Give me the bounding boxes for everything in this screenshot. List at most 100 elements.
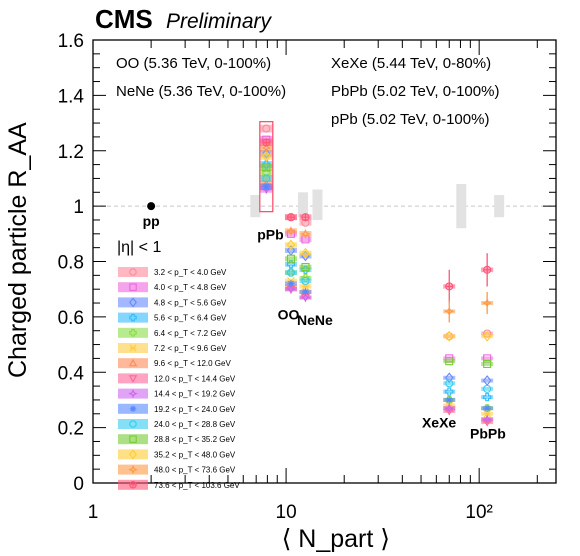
norm-box-nene (312, 189, 323, 220)
syst-band (284, 256, 297, 262)
legend-swatch (118, 373, 148, 384)
data-point (483, 354, 492, 363)
data-point (482, 414, 493, 425)
system-label-pbpb: PbPb (470, 426, 506, 442)
normalization-boxes (250, 183, 505, 229)
data-point (129, 449, 137, 460)
syst-band (260, 169, 273, 177)
system-pbpb (481, 253, 494, 427)
legend-label: 7.2 < p_T < 9.6 GeV (154, 344, 227, 353)
syst-band (299, 278, 312, 284)
y-axis-title: Charged particle R_AA (4, 122, 32, 378)
legend-label: 4.0 < p_T < 4.8 GeV (154, 283, 227, 292)
syst-band (481, 378, 494, 383)
data-point (262, 150, 271, 162)
syst-band (299, 267, 312, 273)
data-point (129, 405, 137, 412)
data-point (300, 292, 311, 303)
legend-swatch (118, 464, 148, 475)
legend-entry: 35.2 < p_T < 48.0 GeV (118, 449, 236, 460)
system-label-nene: NeNe (297, 312, 333, 328)
data-point (483, 359, 492, 368)
system-label-xexe: XeXe (422, 415, 456, 431)
legend-label: 35.2 < p_T < 48.0 GeV (154, 450, 236, 459)
data-point (261, 143, 272, 153)
syst-band (284, 228, 297, 234)
syst-band (299, 250, 312, 256)
x-tick-label: 10 (276, 502, 297, 523)
data-point (262, 183, 270, 191)
x-axis-title: ⟨ N_part ⟩ (282, 525, 390, 553)
legend-label: 19.2 < p_T < 24.0 GeV (154, 405, 236, 414)
data-point (445, 379, 454, 388)
legend-label: 48.0 < p_T < 73.6 GeV (154, 466, 236, 475)
legend-label: 12.0 < p_T < 14.4 GeV (154, 374, 236, 383)
data-point (444, 403, 455, 414)
legend-entry: 3.2 < p_T < 4.0 GeV (118, 267, 227, 277)
syst-band (260, 175, 273, 182)
syst-band (443, 375, 456, 380)
system-xexe (443, 269, 456, 416)
legend-entry: 12.0 < p_T < 14.4 GeV (118, 373, 236, 384)
annotation-oo: OO (5.36 TeV, 0-100%) (116, 55, 271, 72)
syst-band (299, 264, 312, 270)
y-tick-label: 1.4 (58, 86, 85, 107)
legend-label: 3.2 < p_T < 4.0 GeV (154, 268, 227, 277)
syst-band (299, 236, 312, 243)
legend-entry: 14.4 < p_T < 19.2 GeV (118, 388, 236, 399)
syst-band (443, 359, 456, 364)
syst-band (481, 331, 494, 336)
y-tick-label: 0.2 (58, 419, 84, 440)
data-point (129, 435, 137, 443)
legend-swatch (118, 297, 148, 308)
syst-band (284, 261, 297, 267)
legend-swatch (118, 282, 148, 293)
data-point (129, 344, 137, 352)
eta-label: |η| < 1 (117, 239, 161, 256)
data-point (129, 420, 137, 428)
legend-entry: 7.2 < p_T < 9.6 GeV (118, 343, 227, 353)
syst-band (443, 389, 456, 394)
legend-label: 4.8 < p_T < 5.6 GeV (154, 298, 227, 307)
data-point (128, 375, 138, 383)
system-ppb (259, 121, 274, 213)
syst-band (284, 287, 297, 292)
data-point (445, 387, 454, 396)
data-point (445, 396, 453, 404)
y-tick-label: 0.8 (58, 253, 84, 274)
data-point (128, 389, 138, 399)
legend-swatch (118, 327, 148, 338)
syst-band (284, 247, 297, 253)
legend-swatch (118, 312, 148, 323)
legend-label: 5.6 < p_T < 6.4 GeV (154, 314, 227, 323)
legend-entry: 4.8 < p_T < 5.6 GeV (118, 297, 227, 308)
data-point (445, 357, 454, 366)
data-point (301, 247, 310, 259)
annotation-ppb: pPb (5.02 TeV, 0-100%) (331, 111, 489, 128)
y-tick-label: 1.6 (58, 31, 84, 52)
annotation-xexe: XeXe (5.44 TeV, 0-80%) (331, 55, 491, 72)
data-point (129, 313, 137, 322)
y-tick-label: 0 (73, 474, 84, 495)
norm-box-pbpb (494, 195, 505, 218)
data-point (262, 174, 271, 183)
legend-swatch (118, 267, 148, 277)
x-tick-label: 10² (465, 502, 492, 523)
legend-swatch (118, 449, 148, 460)
data-point (286, 284, 296, 295)
legend-label: 73.6 < p_T < 103.6 GeV (154, 481, 240, 490)
legend-entry: 28.8 < p_T < 35.2 GeV (118, 434, 236, 445)
chart-axes: 0 0.2 0.4 0.6 0.8 1 1.2 1.4 1.6 1 10 10² (58, 31, 556, 523)
chart-subtitle: Preliminary (166, 10, 273, 33)
syst-band (260, 144, 273, 152)
system-oo (284, 213, 297, 295)
legend-label: 9.6 < p_T < 12.0 GeV (154, 359, 231, 368)
legend-swatch (118, 358, 148, 369)
syst-band (443, 381, 456, 386)
data-point (286, 226, 296, 236)
data-point (286, 254, 296, 263)
syst-band (299, 295, 312, 300)
data-point (128, 465, 138, 475)
legend-swatch (118, 434, 148, 445)
